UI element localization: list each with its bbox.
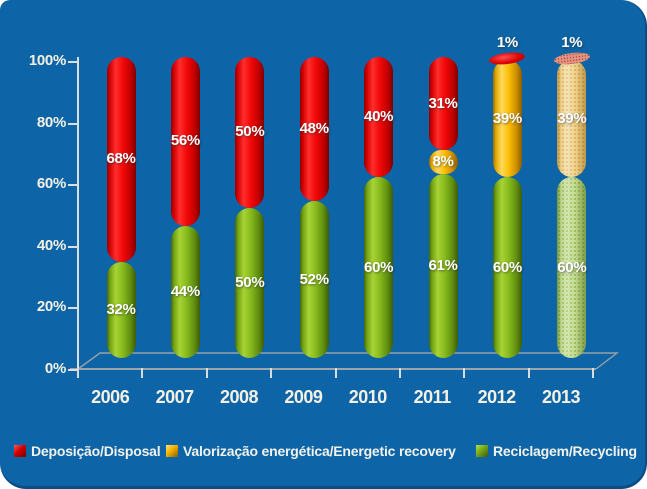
y-axis-tick-label: 0% [44, 360, 66, 377]
bar-segment-recycling [299, 201, 329, 358]
bar-segment-disposal [170, 57, 200, 226]
bar-value-label: 60% [557, 258, 587, 276]
bar-segment-recycling [364, 177, 394, 358]
bar-segment-energetic_recovery [492, 60, 522, 178]
bar-cap-disposal [488, 50, 526, 67]
bar-value-label: 68% [106, 150, 136, 168]
bar-segment-disposal [299, 57, 329, 202]
x-axis-category-label: 2012 [477, 387, 517, 407]
x-axis-tick-mark [334, 368, 337, 378]
x-axis-tick-mark [527, 368, 530, 378]
legend-swatch-disposal [14, 445, 26, 457]
bar-value-label: 32% [106, 300, 136, 318]
y-axis-tick-mark [68, 245, 77, 248]
y-axis-tick-label: 20% [36, 298, 66, 316]
y-axis-tick-mark [68, 369, 77, 371]
y-axis-tick-mark [68, 184, 77, 187]
bar-segment-recycling [492, 177, 522, 358]
y-axis-tick-label: 80% [36, 113, 66, 131]
y-axis-tick-mark [68, 122, 77, 125]
bar-value-label: 44% [170, 282, 200, 300]
bar-value-label: 8% [432, 153, 454, 171]
bar-value-label: 60% [364, 258, 394, 276]
legend-item: Reciclagem/Recycling [476, 443, 637, 459]
y-axis-line [77, 57, 79, 371]
bar-value-label: 60% [492, 258, 522, 276]
bar-value-label: 39% [492, 109, 522, 127]
x-axis-category-label: 2008 [219, 387, 259, 407]
x-axis-tick-mark [592, 368, 595, 378]
bar-segment-recycling [170, 225, 200, 358]
x-axis-category-label: 2009 [284, 387, 323, 407]
x-axis-line [70, 368, 596, 370]
bar-segment-recycling [557, 177, 587, 358]
y-axis-tick-label: 40% [36, 236, 66, 254]
bar-cap-disposal [553, 50, 591, 67]
legend-label-recycling: Reciclagem/Recycling [493, 443, 637, 459]
x-axis-category-label: 2007 [155, 387, 195, 407]
legend-swatch-energetic_recovery [166, 445, 178, 457]
x-axis-category-label: 2013 [541, 387, 581, 407]
legend: Deposição/Disposal Valorização energética… [0, 443, 647, 465]
bar-value-label: 1% [561, 34, 583, 51]
x-axis-category-label: 2011 [413, 387, 452, 407]
x-axis-tick-mark [205, 368, 208, 378]
bar-value-label: 61% [428, 257, 458, 275]
legend-item: Valorização energética/Energetic recover… [166, 443, 456, 459]
x-axis-tick-mark [270, 368, 273, 378]
bar-value-label: 1% [496, 34, 518, 51]
bar-value-label: 31% [428, 94, 458, 112]
y-axis-tick-label: 100% [28, 52, 66, 69]
y-axis-tick-label: 60% [36, 175, 66, 193]
bar-segment-energetic_recovery [428, 150, 458, 175]
bar-value-label: 40% [364, 108, 394, 126]
bar-value-label: 50% [235, 123, 265, 141]
legend-item: Deposição/Disposal [14, 443, 161, 459]
y-axis-tick-mark [68, 61, 77, 63]
bar-segment-disposal [235, 57, 265, 208]
bar-segment-disposal [106, 57, 136, 262]
y-axis-tick-mark [68, 307, 77, 310]
legend-label-energetic_recovery: Valorização energética/Energetic recover… [183, 443, 456, 459]
x-axis-category-label: 2006 [91, 387, 130, 407]
x-axis-tick-mark [77, 368, 79, 378]
bar-segment-recycling [235, 207, 265, 358]
bar-value-label: 39% [557, 109, 587, 127]
legend-label-disposal: Deposição/Disposal [31, 443, 161, 459]
bar-segment-energetic_recovery [557, 60, 587, 178]
bar-segment-recycling [428, 174, 458, 358]
x-axis-category-label: 2010 [348, 387, 388, 407]
bar-segment-recycling [106, 261, 136, 358]
bar-value-label: 52% [299, 270, 329, 288]
x-axis-tick-mark [141, 368, 144, 378]
x-axis-tick-mark [463, 368, 466, 378]
bar-value-label: 50% [235, 273, 265, 291]
bar-segment-disposal [428, 57, 458, 151]
bar-segment-disposal [364, 57, 394, 178]
bar-value-label: 56% [170, 132, 200, 150]
x-axis-tick-mark [399, 368, 401, 378]
bar-value-label: 48% [299, 120, 329, 138]
legend-swatch-recycling [476, 445, 488, 457]
